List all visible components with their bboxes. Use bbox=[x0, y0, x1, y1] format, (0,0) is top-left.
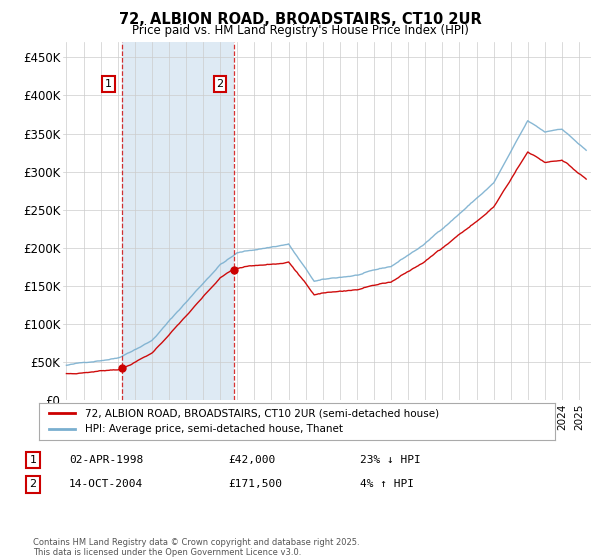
Text: HPI: Average price, semi-detached house, Thanet: HPI: Average price, semi-detached house,… bbox=[85, 424, 343, 435]
Text: Price paid vs. HM Land Registry's House Price Index (HPI): Price paid vs. HM Land Registry's House … bbox=[131, 24, 469, 36]
Text: Contains HM Land Registry data © Crown copyright and database right 2025.
This d: Contains HM Land Registry data © Crown c… bbox=[33, 538, 359, 557]
Bar bbox=[122, 42, 234, 400]
Text: 72, ALBION ROAD, BROADSTAIRS, CT10 2UR (semi-detached house): 72, ALBION ROAD, BROADSTAIRS, CT10 2UR (… bbox=[85, 408, 440, 418]
Text: 02-APR-1998: 02-APR-1998 bbox=[69, 455, 143, 465]
Text: 23% ↓ HPI: 23% ↓ HPI bbox=[360, 455, 421, 465]
Text: 14-OCT-2004: 14-OCT-2004 bbox=[69, 479, 143, 489]
Text: £171,500: £171,500 bbox=[228, 479, 282, 489]
Text: £42,000: £42,000 bbox=[228, 455, 275, 465]
Text: 72, ALBION ROAD, BROADSTAIRS, CT10 2UR: 72, ALBION ROAD, BROADSTAIRS, CT10 2UR bbox=[119, 12, 481, 27]
Text: 2: 2 bbox=[217, 79, 224, 89]
Text: 4% ↑ HPI: 4% ↑ HPI bbox=[360, 479, 414, 489]
Text: 1: 1 bbox=[29, 455, 37, 465]
Text: 1: 1 bbox=[105, 79, 112, 89]
Text: 2: 2 bbox=[29, 479, 37, 489]
